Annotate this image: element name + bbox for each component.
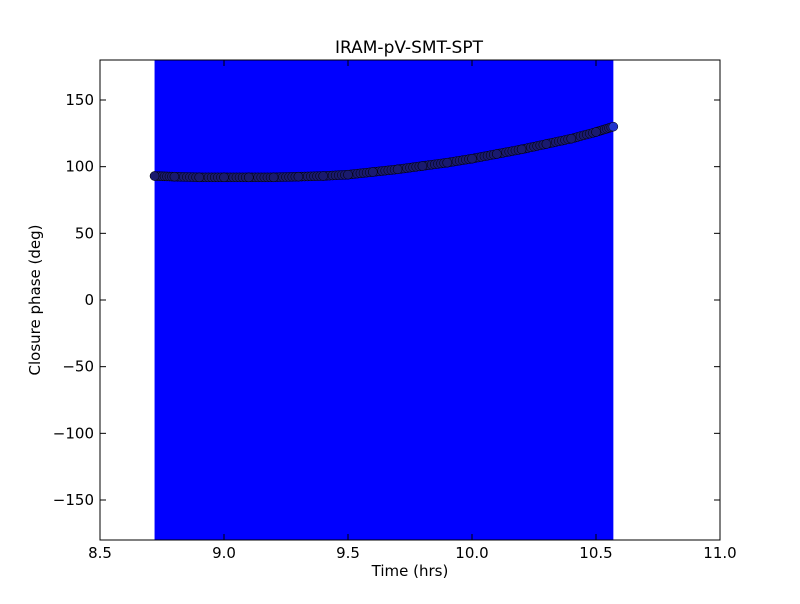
y-axis: 150 100 50 0 −50 −100 −150 — [53, 91, 720, 509]
data-point — [194, 172, 204, 183]
y-axis-label: Closure phase (deg) — [26, 225, 44, 376]
data-point — [343, 169, 353, 180]
data-point — [318, 171, 328, 181]
chart-title: IRAM-pV-SMT-SPT — [335, 38, 484, 58]
x-axis: 8.5 9.0 9.5 10.0 10.5 11.0 — [88, 60, 737, 562]
y-tick-label: −150 — [53, 491, 94, 509]
data-point — [566, 133, 576, 144]
y-tick-label: 150 — [65, 91, 94, 109]
data-point — [392, 164, 403, 175]
x-axis-label: Time (hrs) — [371, 562, 449, 580]
y-tick-label: −50 — [62, 358, 94, 376]
x-tick-label: 9.0 — [212, 544, 236, 562]
y-tick-label: −100 — [53, 424, 94, 442]
plot-marks-layer — [149, 121, 619, 183]
y-tick-label: 0 — [84, 291, 94, 309]
shaded-band — [154, 60, 614, 540]
plot-band-layer — [154, 60, 614, 540]
data-point — [169, 171, 180, 182]
x-tick-label: 9.5 — [336, 544, 360, 562]
data-point — [541, 139, 552, 149]
data-point — [608, 121, 619, 132]
data-point — [492, 149, 502, 159]
x-tick-label: 11.0 — [703, 544, 736, 562]
data-point — [268, 172, 279, 183]
x-tick-label: 10.5 — [579, 544, 612, 562]
data-point — [591, 127, 601, 137]
data-point — [368, 167, 378, 177]
y-tick-label: 50 — [75, 224, 94, 242]
y-tick-label: 100 — [65, 158, 94, 176]
x-tick-label: 10.0 — [455, 544, 488, 562]
data-point — [219, 172, 229, 183]
data-point — [417, 161, 428, 171]
data-point — [467, 153, 477, 164]
data-point — [516, 144, 527, 155]
data-point — [442, 157, 452, 168]
data-point — [244, 172, 254, 183]
data-point — [293, 171, 304, 182]
data-point — [149, 171, 160, 181]
x-tick-label: 8.5 — [88, 544, 112, 562]
